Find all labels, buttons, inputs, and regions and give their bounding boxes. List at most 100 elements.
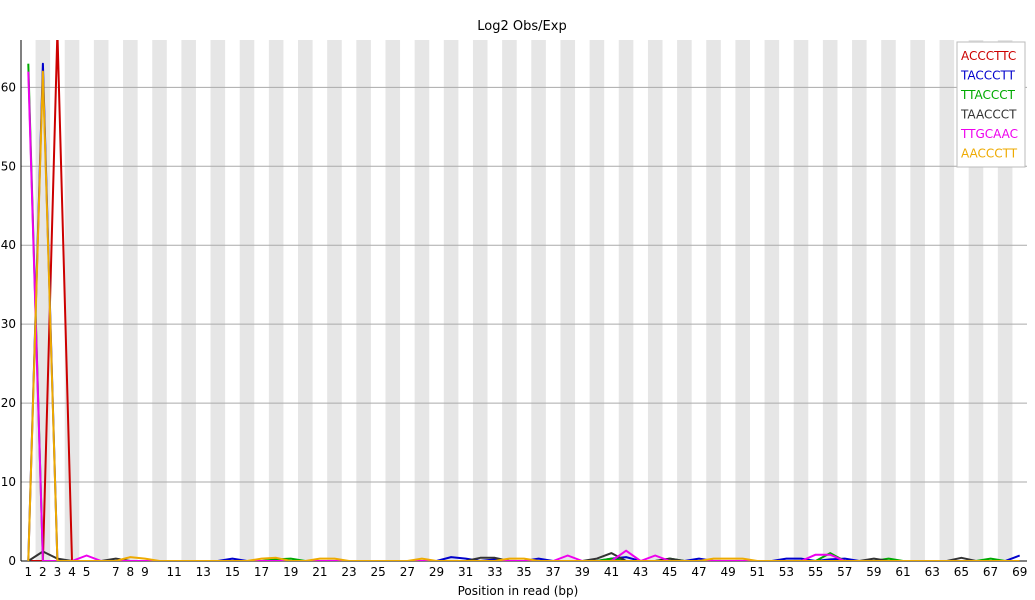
x-tick-label: 59 — [866, 565, 881, 579]
legend-entry: TTACCCT — [960, 88, 1016, 102]
background-band — [618, 40, 634, 561]
background-band — [472, 40, 488, 561]
x-axis-label: Position in read (bp) — [458, 584, 579, 598]
x-tick-label: 41 — [604, 565, 619, 579]
legend-entry: TAACCCT — [960, 108, 1017, 122]
x-tick-label: 5 — [83, 565, 91, 579]
x-tick-label: 7 — [112, 565, 120, 579]
background-band — [268, 40, 284, 561]
background-band — [152, 40, 167, 561]
background-band — [881, 40, 896, 561]
x-tick-label: 21 — [312, 565, 327, 579]
x-tick-label: 19 — [283, 565, 298, 579]
x-tick-label: 57 — [837, 565, 852, 579]
background-band — [210, 40, 226, 561]
background-band — [385, 40, 401, 561]
y-tick-label: 50 — [1, 159, 16, 173]
x-tick-label: 49 — [720, 565, 735, 579]
y-tick-label: 10 — [1, 475, 16, 489]
x-tick-label: 17 — [254, 565, 269, 579]
background-band — [531, 40, 546, 561]
x-tick-label: 45 — [662, 565, 677, 579]
x-tick-label: 23 — [341, 565, 356, 579]
x-tick-label: 37 — [546, 565, 561, 579]
x-tick-label: 35 — [516, 565, 531, 579]
legend-entry: TACCCTT — [960, 69, 1016, 83]
y-tick-label: 40 — [1, 238, 16, 252]
background-band — [968, 40, 984, 561]
background-band — [64, 40, 80, 561]
x-tick-label: 29 — [429, 565, 444, 579]
y-tick-labels: 0 10 20 30 40 50 60 — [1, 80, 16, 568]
x-tick-label: 53 — [779, 565, 794, 579]
legend: ACCCTTC TACCCTT TTACCCT TAACCCT TTGCAAC AACCC… — [956, 41, 1026, 168]
x-tick-label: 4 — [68, 565, 76, 579]
background-band — [910, 40, 925, 561]
background-band — [35, 40, 51, 561]
x-tick-label: 39 — [575, 565, 590, 579]
series-line-ttaccct — [27, 63, 1020, 561]
legend-entry: AACCCTT — [961, 147, 1018, 161]
x-tick-label: 63 — [925, 565, 940, 579]
legend-entry: TTGCAAC — [960, 127, 1018, 141]
y-tick-label: 0 — [8, 554, 16, 568]
legend-box — [956, 41, 1026, 168]
x-tick-label: 1 — [24, 565, 32, 579]
background-band — [443, 40, 459, 561]
background-band — [298, 40, 313, 561]
series-line-taccctt — [27, 62, 1021, 561]
background-band — [852, 40, 867, 561]
x-tick-label: 65 — [954, 565, 969, 579]
background-bands — [35, 40, 1013, 561]
x-tick-label: 27 — [400, 565, 415, 579]
background-band — [123, 40, 138, 561]
background-band — [502, 40, 517, 561]
x-tick-label: 61 — [895, 565, 910, 579]
y-tick-label: 30 — [1, 317, 16, 331]
x-tick-label: 15 — [225, 565, 240, 579]
x-tick-label: 31 — [458, 565, 473, 579]
background-band — [239, 40, 255, 561]
x-tick-label: 13 — [196, 565, 211, 579]
x-tick-label: 47 — [691, 565, 706, 579]
background-band — [327, 40, 342, 561]
y-tick-label: 20 — [1, 396, 16, 410]
x-tick-label: 25 — [371, 565, 386, 579]
y-tick-label: 60 — [1, 80, 16, 94]
x-tick-label: 3 — [54, 565, 62, 579]
x-tick-labels: 1 2 3 4 5 7 8 9 11 13 15 17 19 21 23 25 27 29 31 33 35 37 39 41… — [24, 565, 1027, 579]
background-band — [181, 40, 196, 561]
background-band — [822, 40, 838, 561]
background-band — [764, 40, 780, 561]
x-tick-label: 67 — [983, 565, 998, 579]
legend-entry: ACCCTTC — [961, 49, 1016, 63]
background-band — [997, 40, 1013, 561]
series-line-aaccctt — [27, 70, 1020, 561]
background-band — [677, 40, 692, 561]
series-line-ttgcaac — [27, 71, 1020, 561]
background-band — [647, 40, 663, 561]
x-tick-label: 2 — [39, 565, 47, 579]
background-band — [414, 40, 430, 561]
background-band — [356, 40, 371, 561]
series-group — [27, 40, 1021, 561]
series-lines — [27, 40, 1021, 561]
background-band — [706, 40, 721, 561]
axes — [20, 40, 1027, 562]
x-tick-label: 11 — [166, 565, 181, 579]
x-tick-label: 69 — [1012, 565, 1027, 579]
x-tick-label: 9 — [141, 565, 149, 579]
background-band — [793, 40, 809, 561]
background-band — [560, 40, 576, 561]
x-tick-label: 33 — [487, 565, 502, 579]
background-band — [939, 40, 955, 561]
background-band — [93, 40, 109, 561]
x-tick-label: 43 — [633, 565, 648, 579]
x-tick-label: 8 — [127, 565, 135, 579]
chart-title: Log2 Obs/Exp — [477, 19, 566, 34]
background-band — [735, 40, 750, 561]
x-tick-label: 55 — [808, 565, 823, 579]
x-tick-label: 51 — [750, 565, 765, 579]
background-band — [589, 40, 605, 561]
